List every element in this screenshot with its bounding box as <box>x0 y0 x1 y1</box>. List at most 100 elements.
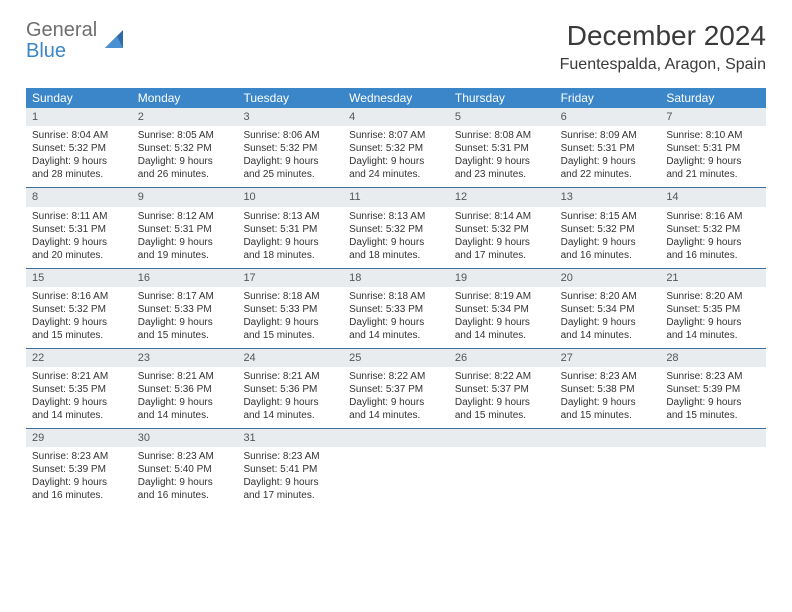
sunrise-text: Sunrise: 8:08 AM <box>455 129 549 142</box>
day-cell: 19Sunrise: 8:19 AMSunset: 5:34 PMDayligh… <box>449 269 555 348</box>
day-cell: 12Sunrise: 8:14 AMSunset: 5:32 PMDayligh… <box>449 188 555 267</box>
sunrise-text: Sunrise: 8:23 AM <box>561 370 655 383</box>
day-number: 29 <box>26 429 132 447</box>
sunset-text: Sunset: 5:37 PM <box>349 383 443 396</box>
week-row: 22Sunrise: 8:21 AMSunset: 5:35 PMDayligh… <box>26 348 766 428</box>
sunrise-text: Sunrise: 8:16 AM <box>666 210 760 223</box>
sunset-text: Sunset: 5:31 PM <box>243 223 337 236</box>
week-row: 8 Sunrise: 8:11 AM Sunset: 5:31 PM Daylight… <box>26 187 766 267</box>
day-number: 28 <box>660 349 766 367</box>
day-body: Sunrise: 8:15 AMSunset: 5:32 PMDaylight:… <box>555 207 661 268</box>
weekday-header: Saturday <box>660 88 766 108</box>
day-cell: 10Sunrise: 8:13 AMSunset: 5:31 PMDayligh… <box>237 188 343 267</box>
title-block: December 2024 Fuentespalda, Aragon, Spai… <box>560 20 766 74</box>
sail-icon <box>101 26 127 57</box>
sunrise-text: Sunrise: 8:22 AM <box>349 370 443 383</box>
sunrise-text: Sunrise: 8:12 AM <box>138 210 232 223</box>
daylight-text: Daylight: 9 hours and 23 minutes. <box>455 155 549 181</box>
day-cell: 26Sunrise: 8:22 AMSunset: 5:37 PMDayligh… <box>449 349 555 428</box>
day-body: Sunrise: 8:12 AMSunset: 5:31 PMDaylight:… <box>132 207 238 268</box>
sunset-text: Sunset: 5:34 PM <box>561 303 655 316</box>
sunset-text: Sunset: 5:32 PM <box>666 223 760 236</box>
logo-text-general: General <box>26 19 97 41</box>
sunset-text: Sunset: 5:32 PM <box>32 142 126 155</box>
day-number: 30 <box>132 429 238 447</box>
day-body: Sunrise: 8:14 AMSunset: 5:32 PMDaylight:… <box>449 207 555 268</box>
sunrise-text: Sunrise: 8:22 AM <box>455 370 549 383</box>
day-cell: 20Sunrise: 8:20 AMSunset: 5:34 PMDayligh… <box>555 269 661 348</box>
daylight-text: Daylight: 9 hours and 17 minutes. <box>455 236 549 262</box>
day-number: 19 <box>449 269 555 287</box>
sunrise-text: Sunrise: 8:18 AM <box>243 290 337 303</box>
daylight-text: Daylight: 9 hours and 18 minutes. <box>349 236 443 262</box>
day-cell: 11Sunrise: 8:13 AMSunset: 5:32 PMDayligh… <box>343 188 449 267</box>
weekday-header: Wednesday <box>343 88 449 108</box>
day-number: 7 <box>660 108 766 126</box>
sunrise-text: Sunrise: 8:18 AM <box>349 290 443 303</box>
day-body: Sunrise: 8:04 AMSunset: 5:32 PMDaylight:… <box>26 126 132 187</box>
sunset-text: Sunset: 5:36 PM <box>138 383 232 396</box>
day-body: Sunrise: 8:10 AMSunset: 5:31 PMDaylight:… <box>660 126 766 187</box>
title-location: Fuentespalda, Aragon, Spain <box>560 56 766 74</box>
sunrise-text: Sunrise: 8:23 AM <box>32 450 126 463</box>
weekday-header: Thursday <box>449 88 555 108</box>
day-cell: 30Sunrise: 8:23 AMSunset: 5:40 PMDayligh… <box>132 429 238 508</box>
sunrise-text: Sunrise: 8:05 AM <box>138 129 232 142</box>
sunset-text: Sunset: 5:31 PM <box>138 223 232 236</box>
day-number: 21 <box>660 269 766 287</box>
day-number <box>343 429 449 447</box>
day-cell: 28Sunrise: 8:23 AMSunset: 5:39 PMDayligh… <box>660 349 766 428</box>
day-body: Sunrise: 8:23 AMSunset: 5:39 PMDaylight:… <box>660 367 766 428</box>
day-number: 9 <box>132 188 238 206</box>
day-number: 2 <box>132 108 238 126</box>
day-body: Sunrise: 8:20 AMSunset: 5:34 PMDaylight:… <box>555 287 661 348</box>
sunset-text: Sunset: 5:38 PM <box>561 383 655 396</box>
weeks-container: 1Sunrise: 8:04 AMSunset: 5:32 PMDaylight… <box>26 108 766 508</box>
sunrise-text: Sunrise: 8:11 AM <box>32 210 126 223</box>
week-row: 29Sunrise: 8:23 AMSunset: 5:39 PMDayligh… <box>26 428 766 508</box>
sunrise-text: Sunrise: 8:20 AM <box>666 290 760 303</box>
sunset-text: Sunset: 5:39 PM <box>666 383 760 396</box>
weekday-header: Tuesday <box>237 88 343 108</box>
day-number: 8 <box>26 188 132 206</box>
day-cell: 9Sunrise: 8:12 AMSunset: 5:31 PMDaylight… <box>132 188 238 267</box>
daylight-text: Daylight: 9 hours and 15 minutes. <box>138 316 232 342</box>
day-number: 10 <box>237 188 343 206</box>
daylight-text: Daylight: 9 hours and 22 minutes. <box>561 155 655 181</box>
sunset-text: Sunset: 5:41 PM <box>243 463 337 476</box>
day-number <box>660 429 766 447</box>
day-number: 12 <box>449 188 555 206</box>
day-body: Sunrise: 8:21 AMSunset: 5:35 PMDaylight:… <box>26 367 132 428</box>
sunrise-text: Sunrise: 8:23 AM <box>243 450 337 463</box>
sunset-text: Sunset: 5:35 PM <box>32 383 126 396</box>
day-cell <box>449 429 555 508</box>
sunset-text: Sunset: 5:32 PM <box>138 142 232 155</box>
sunset-text: Sunset: 5:32 PM <box>561 223 655 236</box>
day-number <box>555 429 661 447</box>
sunset-text: Sunset: 5:32 PM <box>455 223 549 236</box>
daylight-text: Daylight: 9 hours and 14 minutes. <box>349 316 443 342</box>
day-cell: 17Sunrise: 8:18 AMSunset: 5:33 PMDayligh… <box>237 269 343 348</box>
day-number: 14 <box>660 188 766 206</box>
day-cell: 3Sunrise: 8:06 AMSunset: 5:32 PMDaylight… <box>237 108 343 187</box>
daylight-text: Daylight: 9 hours and 16 minutes. <box>666 236 760 262</box>
sunrise-text: Sunrise: 8:21 AM <box>32 370 126 383</box>
sunrise-text: Sunrise: 8:21 AM <box>138 370 232 383</box>
day-number: 22 <box>26 349 132 367</box>
sunrise-text: Sunrise: 8:13 AM <box>243 210 337 223</box>
day-body: Sunrise: 8:13 AMSunset: 5:31 PMDaylight:… <box>237 207 343 268</box>
day-number: 4 <box>343 108 449 126</box>
day-cell: 31Sunrise: 8:23 AMSunset: 5:41 PMDayligh… <box>237 429 343 508</box>
daylight-text: Daylight: 9 hours and 25 minutes. <box>243 155 337 181</box>
day-body: Sunrise: 8:22 AMSunset: 5:37 PMDaylight:… <box>343 367 449 428</box>
sunset-text: Sunset: 5:32 PM <box>32 303 126 316</box>
day-body: Sunrise: 8:23 AMSunset: 5:39 PMDaylight:… <box>26 447 132 508</box>
day-number: 24 <box>237 349 343 367</box>
day-body: Sunrise: 8:22 AMSunset: 5:37 PMDaylight:… <box>449 367 555 428</box>
day-body: Sunrise: 8:18 AMSunset: 5:33 PMDaylight:… <box>343 287 449 348</box>
sunrise-text: Sunrise: 8:10 AM <box>666 129 760 142</box>
daylight-text: Daylight: 9 hours and 28 minutes. <box>32 155 126 181</box>
sunset-text: Sunset: 5:33 PM <box>138 303 232 316</box>
day-body: Sunrise: 8:07 AMSunset: 5:32 PMDaylight:… <box>343 126 449 187</box>
sunset-text: Sunset: 5:33 PM <box>243 303 337 316</box>
